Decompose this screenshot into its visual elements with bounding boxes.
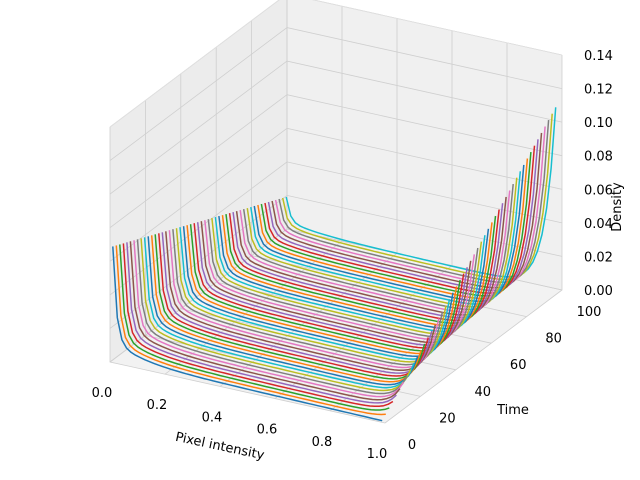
density-tick-label: 0.08 [584,150,613,165]
density-tick-label: 0.00 [584,284,613,299]
gridline-density [109,60,563,195]
series-line [179,227,451,360]
x-axis-label: Pixel intensity [174,430,266,464]
time-tick-label: 100 [577,305,602,320]
pane-top-edge [109,0,563,128]
series-line [182,226,454,358]
series-line [150,235,422,383]
series-line [136,239,408,395]
series-line [115,245,386,416]
series-line [186,225,458,355]
series-line [172,229,444,366]
gridline-density [109,94,563,229]
gridline-density [109,194,563,329]
series-line [193,223,465,349]
back-wall-pane [287,0,562,290]
time-tick-label: 60 [510,358,527,373]
series-line [200,221,472,344]
time-tick-label: 80 [545,332,562,347]
series-line [168,230,440,369]
series-line [122,243,394,408]
x-tick-label: 1.0 [367,447,388,462]
series-line [211,218,483,335]
series-line [235,196,507,316]
series-line [112,246,383,422]
density-tick-label: 0.12 [584,83,613,98]
series-line [147,236,419,386]
z-axis-label: Density [610,182,625,232]
density-tick-label: 0.14 [584,49,613,64]
time-tick-label: 0 [408,438,416,453]
series-line [126,242,397,404]
x-tick-label: 0.2 [147,398,168,413]
series-line [119,244,390,411]
time-tick-label: 20 [439,411,456,426]
x-tick-label: 0.4 [202,410,223,425]
series-line [129,241,401,401]
series-line [140,238,412,392]
series-line [285,107,557,278]
series-lines [112,107,557,422]
tick-labels: 0.0 0.2 0.4 0.6 0.8 1.0 0 20 40 60 80 100 0.00 0.02 0.… [92,49,613,462]
series-line [189,224,461,352]
series-line [133,240,405,398]
x-tick-label: 0.8 [312,435,333,450]
gridline-density [109,161,563,296]
gridline-density [109,127,563,262]
density-tick-label: 0.10 [584,116,613,131]
gridline-density [109,27,563,161]
series-line [281,113,553,281]
series-line [143,237,415,389]
series-line [154,234,426,380]
density-tick-label: 0.06 [584,183,613,198]
x-tick-label: 0.0 [92,386,113,401]
density-tick-label: 0.02 [584,250,613,265]
y-axis-label: Time [496,403,529,418]
x-tick-label: 0.6 [257,423,278,438]
series-line [257,158,529,300]
series-line [239,190,511,313]
series-line [221,215,493,327]
density-tick-label: 0.04 [584,217,613,232]
series-line [161,232,433,374]
time-tick-label: 40 [475,385,492,400]
series-line [158,233,430,377]
series-line [175,228,447,363]
series-line [196,222,468,346]
series-line [165,231,437,372]
